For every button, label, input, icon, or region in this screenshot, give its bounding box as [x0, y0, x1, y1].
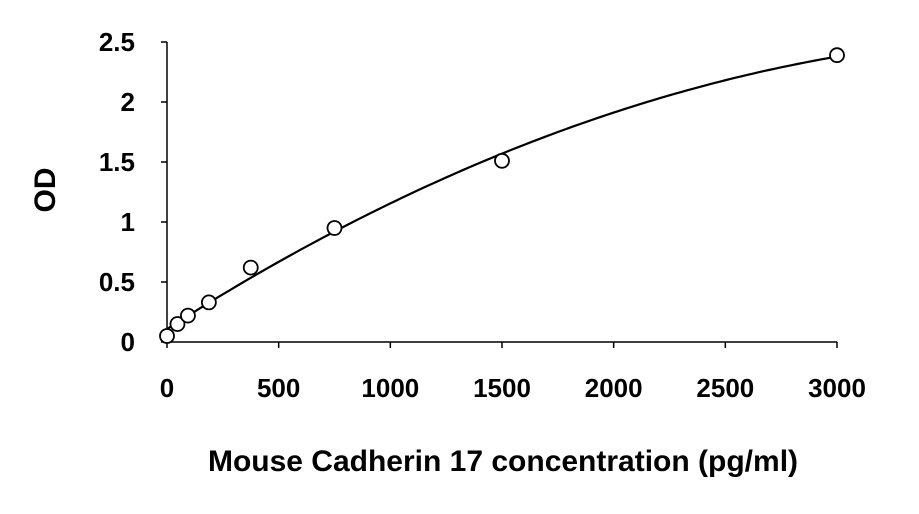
curve-layer — [166, 55, 838, 330]
data-point — [169, 316, 186, 332]
data-point — [326, 220, 343, 236]
y-axis-title: OD — [29, 168, 62, 213]
x-tick-label: 0 — [160, 373, 174, 403]
data-point — [242, 259, 259, 276]
x-tick-label: 1000 — [361, 373, 419, 403]
y-tick-label: 0 — [121, 327, 135, 357]
axes-layer — [166, 42, 837, 343]
data-point — [180, 307, 196, 324]
y-tick-label: 2.5 — [99, 27, 135, 57]
x-tick-label: 3000 — [808, 373, 866, 403]
data-point — [494, 152, 510, 169]
y-tick-label: 2 — [121, 87, 135, 117]
data-point — [159, 328, 175, 344]
trendline-curve — [166, 55, 838, 330]
points-layer — [159, 47, 845, 344]
y-tick-label: 0.5 — [99, 267, 135, 297]
ticks-layer: 0 0.5 1 1.5 2 2.5 0 500 1000 1500 2000 2500 3000 — [99, 27, 866, 403]
x-tick-label: 2500 — [696, 373, 754, 403]
x-tick-label: 1500 — [473, 373, 531, 403]
data-point — [829, 47, 845, 64]
x-axis-title: Mouse Cadherin 17 concentration (pg/ml) — [208, 445, 798, 478]
data-point — [200, 294, 217, 311]
y-tick-label: 1.5 — [99, 147, 135, 177]
x-tick-label: 500 — [257, 373, 300, 403]
x-tick-label: 2000 — [585, 373, 643, 403]
y-tick-label: 1 — [121, 207, 135, 237]
